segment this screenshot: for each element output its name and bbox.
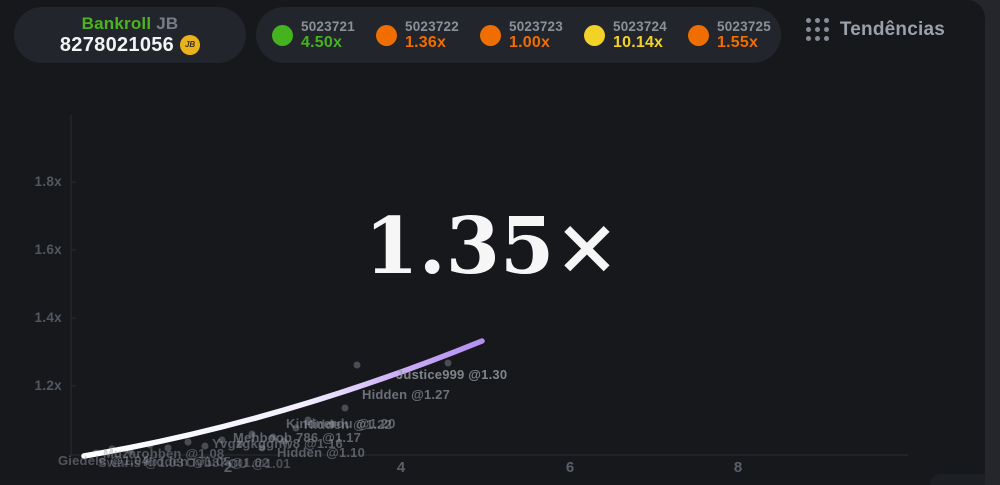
- x-tick-label: 6: [565, 459, 575, 476]
- bankroll-value: 8278021056: [59, 34, 175, 56]
- multiplier-curve: [81, 338, 485, 459]
- round-history-bar: 5023721 4.50x 5023722 1.36x 5023723 1.00…: [256, 7, 781, 63]
- cashout-label: Swaris @1.03: [98, 455, 184, 470]
- round-multiplier: 4.50x: [301, 34, 343, 51]
- history-round-1[interactable]: 5023721 4.50x: [272, 19, 355, 51]
- round-multiplier: 1.00x: [509, 34, 551, 51]
- y-tick-label: 1.2x: [34, 378, 62, 393]
- round-id: 5023725: [717, 19, 771, 34]
- round-result-dot: [376, 24, 397, 46]
- current-multiplier: 1.35×: [364, 201, 620, 292]
- multiplier-chart: 1.8x 1.6x 1.4x 1.2x 2 4 6 8 1.35× Justic…: [0, 70, 985, 485]
- x-tick-label: 2: [223, 459, 233, 476]
- history-round-5[interactable]: 5023725 1.55x: [688, 19, 771, 51]
- chart-canvas: [70, 115, 908, 459]
- trends-button[interactable]: Tendências: [805, 18, 945, 41]
- round-multiplier: 1.55x: [717, 34, 759, 51]
- y-tick-label: 1.6x: [34, 242, 62, 257]
- bottom-right-panel-corner: [930, 474, 985, 485]
- cashout-label: Hidden @1.05: [143, 454, 232, 469]
- round-result-dot: [584, 24, 605, 46]
- round-id: 5023723: [509, 19, 563, 34]
- bankroll-label: Bankroll: [81, 14, 152, 33]
- cashout-label: Hidden @1.10: [277, 445, 366, 460]
- cashout-label: Kindnerdu @1.20: [286, 416, 396, 431]
- bankroll-value-row: 8278021056 JB: [59, 34, 201, 56]
- x-tick-label: 4: [396, 459, 406, 476]
- round-result-dot: [272, 24, 293, 46]
- cashout-label: Giedele @1.04: [58, 453, 150, 468]
- cashout-label: OU @1.01: [228, 456, 291, 471]
- history-round-4[interactable]: 5023724 10.14x: [584, 19, 667, 51]
- bankroll-display: Bankroll JB 8278021056 JB: [14, 7, 246, 63]
- jb-coin-icon: JB: [180, 35, 201, 55]
- history-round-3[interactable]: 5023723 1.00x: [480, 19, 563, 51]
- bankroll-title: Bankroll JB: [82, 14, 179, 34]
- round-id: 5023721: [301, 19, 355, 34]
- y-tick-label: 1.8x: [34, 174, 62, 189]
- round-result-dot: [688, 24, 709, 46]
- jb-coin-text: JB: [184, 40, 196, 49]
- page-background-strip: [985, 0, 1000, 485]
- bankroll-currency: JB: [156, 14, 179, 33]
- round-id: 5023724: [613, 19, 667, 34]
- cashout-label: Hidden @1.22: [304, 417, 393, 432]
- round-multiplier: 1.36x: [405, 34, 447, 51]
- cashout-label: Justice999 @1.30: [396, 367, 508, 382]
- cashout-label: Muzarohben @1.08: [103, 446, 225, 461]
- cashout-label: Yvgzgkgghw8 @1.16: [212, 436, 343, 451]
- cashout-dots: [92, 359, 452, 457]
- round-id: 5023722: [405, 19, 459, 34]
- round-multiplier: 10.14x: [613, 34, 664, 51]
- cashout-label: Hidden @1.27: [362, 387, 451, 402]
- trends-label: Tendências: [839, 18, 945, 40]
- cashout-label: Mehboob 786 @1.17: [233, 430, 362, 445]
- x-tick-label: 8: [733, 459, 743, 476]
- grid-dots-icon: [805, 18, 829, 41]
- top-bar: Bankroll JB 8278021056 JB 5023721 4.50x: [0, 0, 985, 70]
- history-round-2[interactable]: 5023722 1.36x: [376, 19, 459, 51]
- cashout-label: Ovb87 @1.02: [186, 455, 270, 470]
- y-tick-label: 1.4x: [34, 310, 62, 325]
- round-result-dot: [480, 24, 501, 46]
